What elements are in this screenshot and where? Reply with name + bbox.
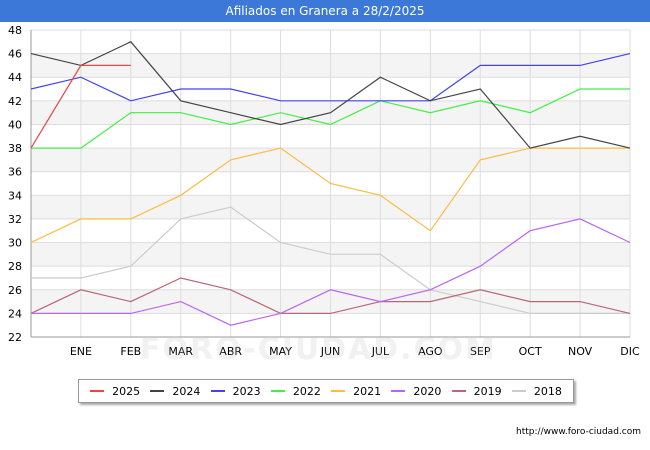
chart-title: Afiliados en Granera a 28/2/2025	[225, 4, 425, 18]
y-tick-label: 42	[8, 95, 22, 108]
legend-label: 2025	[112, 384, 141, 398]
x-tick-label: MAY	[269, 345, 292, 358]
series-line-2019	[30, 277, 631, 314]
legend-label: 2024	[172, 384, 201, 398]
y-tick-label: 30	[8, 237, 22, 250]
y-tick-label: 44	[8, 71, 22, 84]
y-tick-label: 40	[8, 118, 22, 131]
chart-legend: 2025 2024 2023 2022 2021 2020 2019 2018	[78, 379, 574, 403]
legend-label: 2018	[533, 384, 562, 398]
legend-item-2023: 2023	[210, 384, 261, 398]
legend-item-2022: 2022	[270, 384, 321, 398]
x-tick-label: JUN	[320, 345, 341, 358]
x-tick-label: DIC	[620, 345, 640, 358]
x-tick-label: AGO	[418, 345, 443, 358]
legend-item-2021: 2021	[331, 385, 381, 398]
series-line-2022	[31, 88, 630, 149]
y-tick-label: 38	[8, 142, 22, 155]
series-line-2018	[31, 206, 630, 314]
x-tick-label: MAR	[168, 345, 193, 358]
legend-swatch	[391, 390, 406, 392]
x-tick-label: ENE	[70, 345, 92, 358]
legend-swatch	[270, 390, 285, 392]
x-tick-label: NOV	[568, 345, 593, 358]
legend-swatch	[451, 390, 466, 392]
legend-swatch	[90, 390, 105, 392]
y-tick-label: 32	[8, 213, 22, 226]
legend-swatch	[210, 390, 225, 392]
series-line-2025	[30, 64, 131, 149]
legend-item-2024: 2024	[150, 385, 200, 398]
series-line-2023	[30, 53, 631, 102]
y-tick-label: 34	[8, 189, 22, 202]
y-tick-label: 48	[8, 24, 22, 37]
x-tick-label: FEB	[120, 345, 141, 358]
x-tick-label: ABR	[219, 345, 242, 358]
legend-label: 2022	[292, 384, 321, 398]
x-tick-label: SEP	[470, 345, 491, 358]
y-tick-label: 24	[8, 307, 22, 320]
legend-item-2019: 2019	[451, 384, 502, 398]
watermark: FORO-CIUDAD.COM	[140, 332, 497, 367]
legend-swatch	[331, 390, 346, 392]
legend-label: 2020	[413, 384, 442, 398]
title-bar	[0, 0, 650, 22]
series-line-2024	[30, 41, 631, 149]
series-line-2020	[31, 218, 631, 326]
legend-item-2020: 2020	[391, 385, 441, 398]
legend-label: 2023	[232, 384, 261, 398]
legend-swatch	[150, 390, 165, 392]
y-tick-label: 28	[8, 260, 22, 273]
y-tick-label: 26	[8, 284, 22, 297]
y-tick-label: 46	[8, 48, 22, 61]
legend-label: 2021	[353, 384, 382, 398]
legend-swatch	[511, 390, 526, 392]
y-tick-label: 22	[8, 331, 22, 344]
x-tick-label: OCT	[519, 345, 542, 358]
x-tick-label: JUL	[371, 345, 390, 358]
legend-label: 2019	[473, 384, 502, 398]
y-tick-label: 36	[8, 166, 22, 179]
legend-item-2025: 2025	[90, 385, 140, 398]
source-url: http://www.foro-ciudad.com	[516, 427, 641, 437]
legend-item-2018: 2018	[511, 384, 562, 398]
